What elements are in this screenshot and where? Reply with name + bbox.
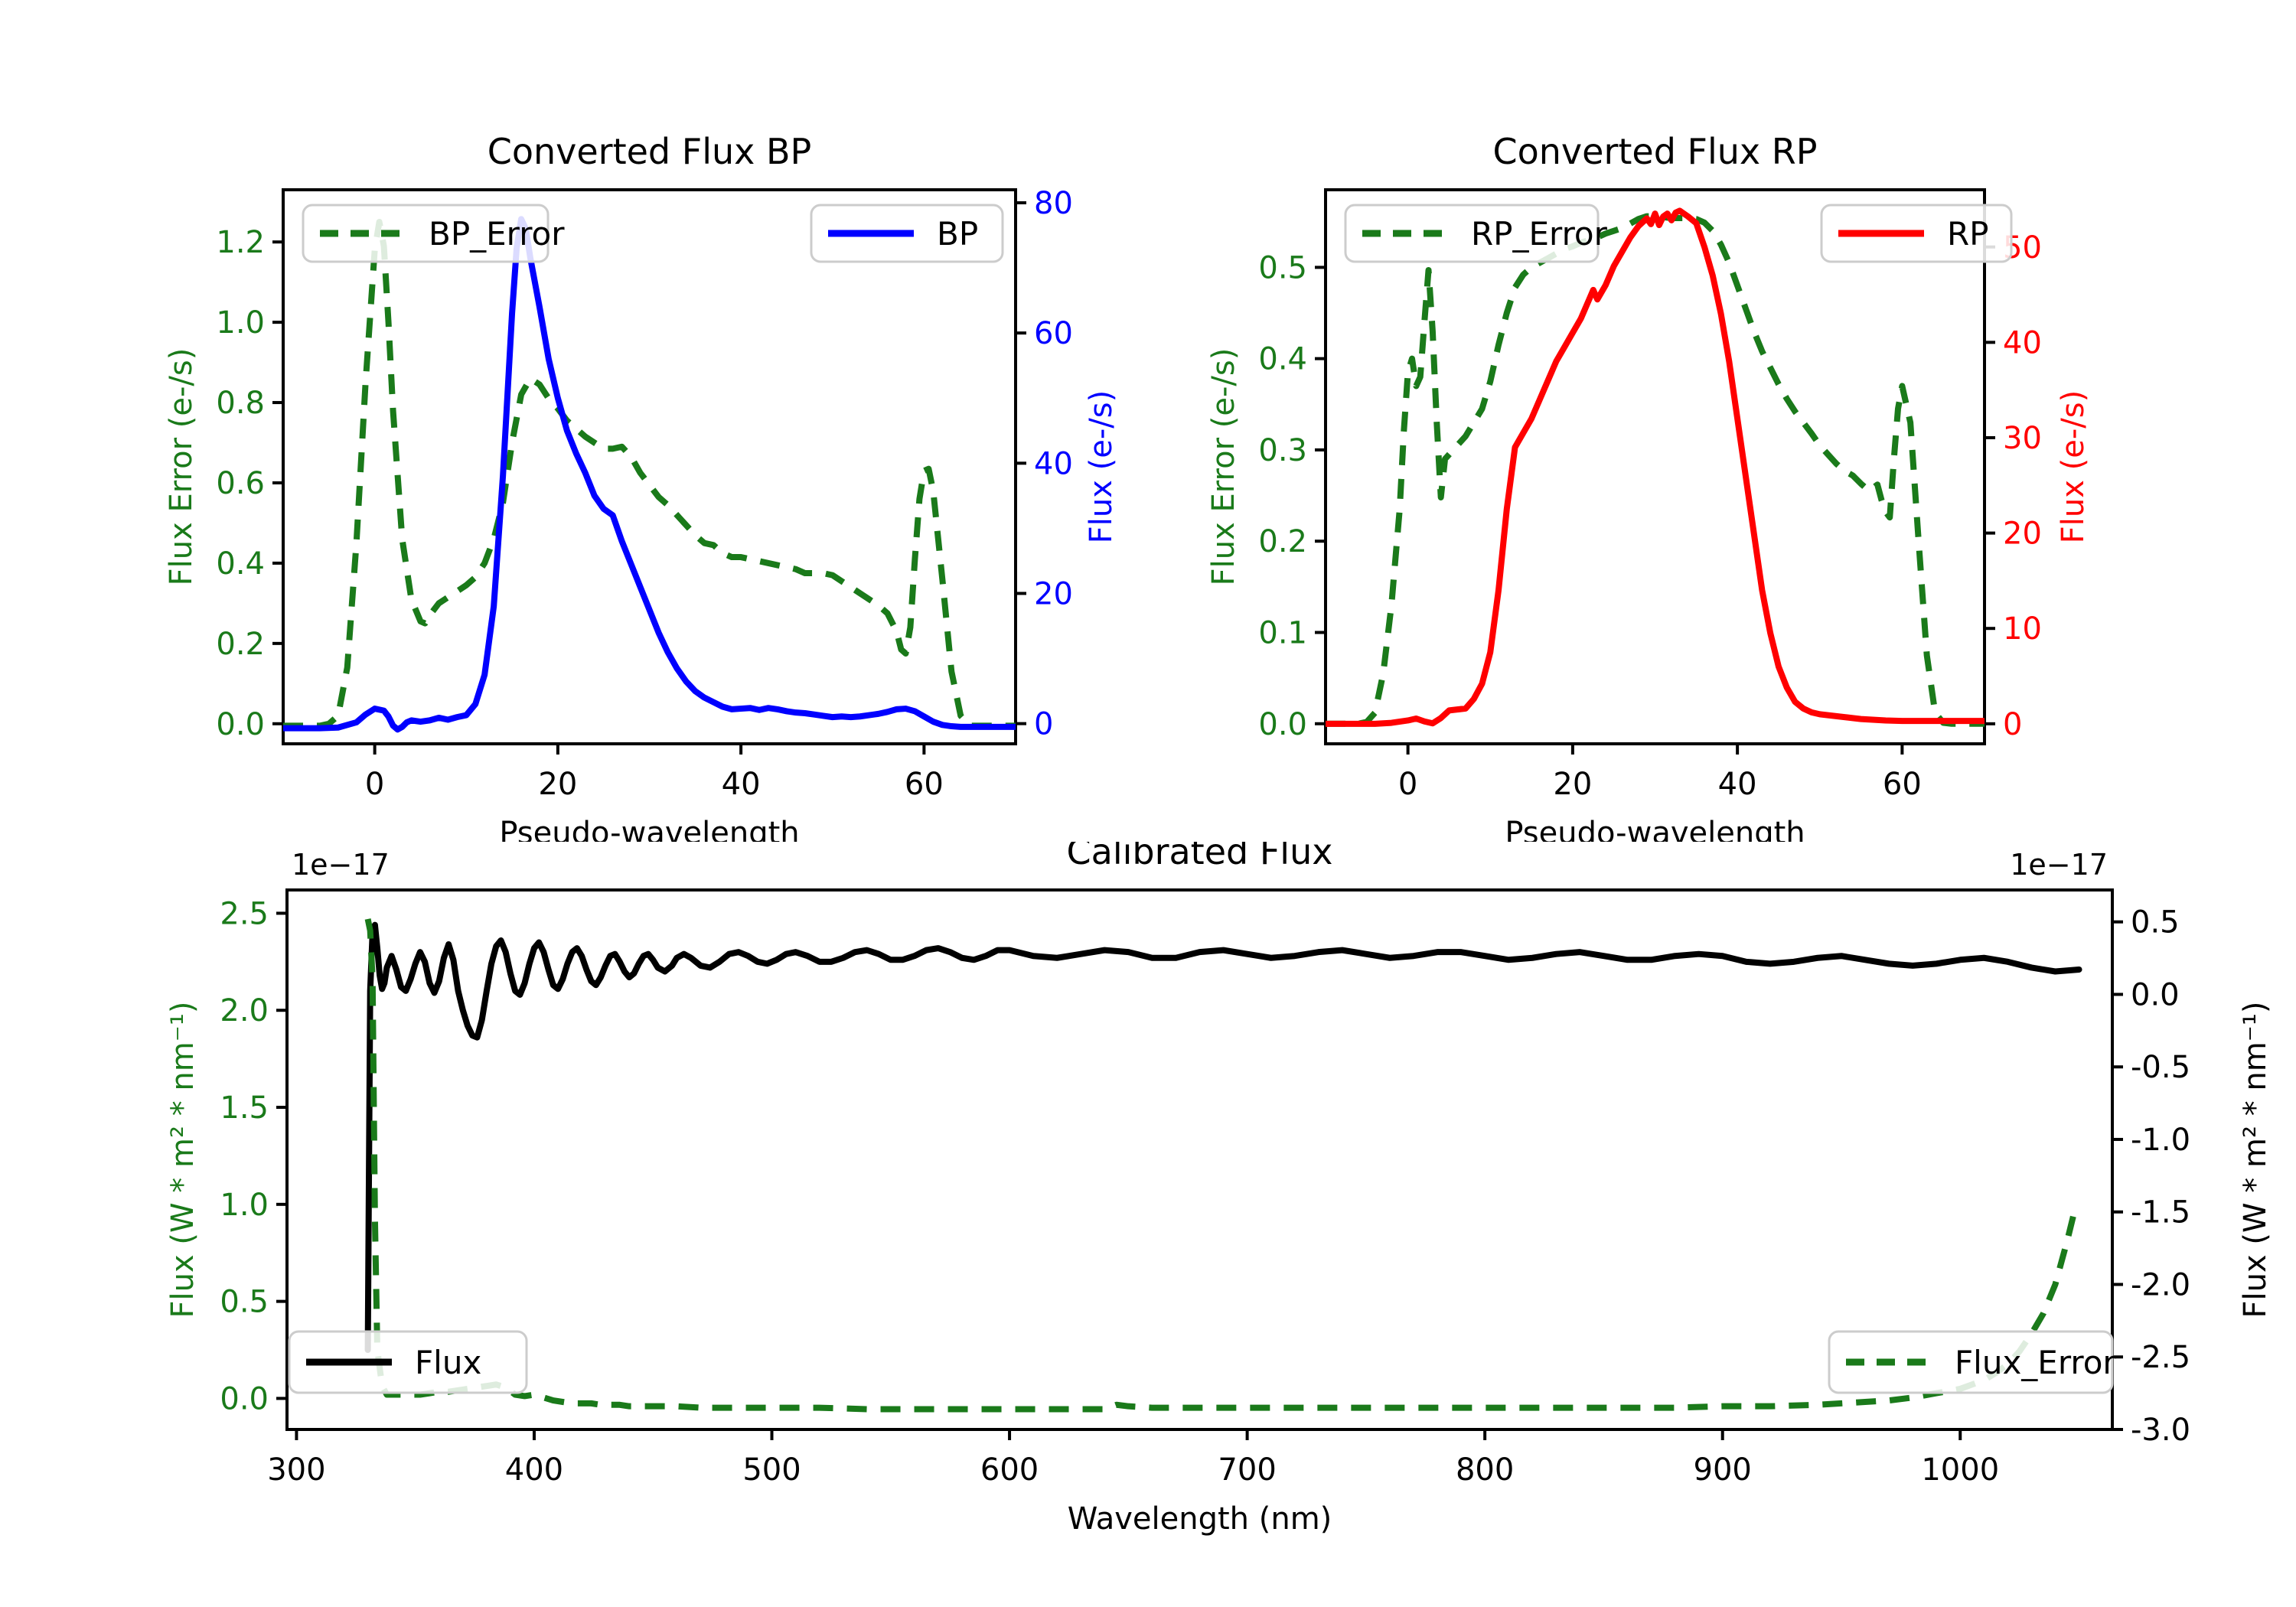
x-tick-label: 20 — [1553, 767, 1592, 802]
y-tick-label: 0.2 — [216, 627, 265, 662]
y-tick-label: 0.5 — [1258, 250, 1307, 285]
x-tick-label: 0 — [1398, 767, 1417, 802]
y-right-tick-label: -1.5 — [2131, 1195, 2190, 1231]
y-tick-label: 0.6 — [216, 466, 265, 501]
chart-converted-flux-bp: Converted Flux BP 0 20 40 60 Pseudo-wavelengt… — [164, 131, 1119, 842]
axes-frame — [1324, 188, 1986, 745]
chart-title: Converted Flux BP — [488, 131, 812, 172]
y-right-tick-label: 20 — [2003, 517, 2042, 552]
y-tick-label: 2.5 — [220, 896, 269, 931]
x-tick-label: 300 — [267, 1452, 325, 1488]
y-right-tick-label: -0.5 — [2131, 1050, 2190, 1085]
y-right-tick-label: 80 — [1034, 186, 1073, 221]
y-right-tick-label: 0 — [1034, 707, 1053, 742]
legend-box — [302, 204, 550, 263]
axes-frame — [285, 888, 2114, 1431]
x-tick-label: 60 — [1883, 767, 1922, 802]
x-axis-label: Wavelength (nm) — [1068, 1501, 1332, 1537]
y-right-tick-label: 0.0 — [2131, 977, 2180, 1012]
x-tick-label: 500 — [742, 1452, 801, 1488]
x-tick-label: 900 — [1694, 1452, 1752, 1488]
legend-box — [1344, 204, 1600, 263]
legend-rp_error[interactable]: RP_Error — [1344, 204, 1608, 263]
series-rp — [1326, 207, 1985, 727]
y-tick-label: 1.2 — [216, 225, 265, 260]
y-right-tick-label: 40 — [1034, 446, 1073, 481]
y-axis-right-label: Flux (e-/s) — [2056, 390, 2091, 543]
x-tick-label: 40 — [1718, 767, 1757, 802]
y-right-tick-label: 60 — [1034, 316, 1073, 351]
x-tick-label: 700 — [1218, 1452, 1276, 1488]
y-right-tick-label: -2.0 — [2131, 1267, 2190, 1302]
y-axis-label: Flux Error (e-/s) — [1206, 348, 1241, 586]
legend-box — [1828, 1330, 2114, 1394]
series-rp-error — [1326, 213, 1985, 727]
legend-flux_error[interactable]: Flux_Error — [1828, 1330, 2116, 1394]
x-tick-label: 400 — [505, 1452, 563, 1488]
series-bp — [283, 216, 1016, 733]
x-axis-label: Pseudo-wavelength — [1505, 816, 1805, 842]
y-tick-label: 2.0 — [220, 993, 269, 1028]
x-tick-label: 40 — [722, 767, 761, 802]
y-tick-label: 0.8 — [216, 386, 265, 421]
legend-label: RP — [1947, 215, 1989, 253]
x-axis-label: Pseudo-wavelength — [499, 816, 799, 842]
x-tick-label: 60 — [905, 767, 944, 802]
y-tick-label: 1.5 — [220, 1090, 269, 1126]
legend-rp[interactable]: RP — [1820, 204, 2013, 263]
y-right-tick-label: -3.0 — [2131, 1413, 2190, 1448]
y-axis-right-label: Flux (e-/s) — [1084, 390, 1119, 543]
y-axis-right-label: Flux (W * m² * nm⁻¹) — [2238, 1002, 2273, 1319]
chart-title: Calibrated Flux — [1067, 842, 1333, 872]
series-flux — [364, 921, 2082, 1354]
y-axis-right-offset-text: 1e−17 — [2010, 848, 2108, 882]
legend-label: BP_Error — [429, 215, 565, 253]
legend-bp[interactable]: BP — [810, 204, 1004, 263]
x-tick-label: 1000 — [1921, 1452, 1999, 1488]
y-tick-label: 1.0 — [216, 305, 265, 341]
y-right-tick-label: 20 — [1034, 576, 1073, 611]
chart-converted-flux-rp: Converted Flux RP 0 20 40 60 Pseudo-wavelengt… — [1206, 131, 2091, 842]
legend-label: RP_Error — [1471, 215, 1608, 253]
y-tick-label: 0.0 — [1258, 707, 1307, 742]
legend-box — [288, 1330, 528, 1394]
legend-flux[interactable]: Flux — [288, 1330, 528, 1394]
y-right-tick-label: 10 — [2003, 611, 2042, 647]
y-tick-label: 1.0 — [220, 1188, 269, 1223]
y-axis-offset-text: 1e−17 — [292, 848, 390, 882]
y-right-tick-label: -1.0 — [2131, 1123, 2190, 1158]
y-tick-label: 0.2 — [1258, 524, 1307, 559]
legend-bp_error[interactable]: BP_Error — [302, 204, 565, 263]
y-tick-label: 0.4 — [1258, 342, 1307, 377]
y-right-tick-label: 0 — [2003, 707, 2022, 742]
y-tick-label: 0.5 — [220, 1285, 269, 1320]
y-tick-label: 0.1 — [1258, 615, 1307, 650]
y-tick-label: 0.3 — [1258, 433, 1307, 468]
y-right-tick-label: -2.5 — [2131, 1340, 2190, 1375]
chart-calibrated-flux: Calibrated Flux 1e−17 1e−17 300 400 500 600 700… — [165, 842, 2273, 1537]
x-tick-label: 600 — [980, 1452, 1039, 1488]
series-flux-error — [364, 918, 2078, 1413]
axes-frame — [282, 188, 1017, 745]
series-bp-error — [283, 218, 1016, 729]
y-axis-label: Flux (W * m² * nm⁻¹) — [165, 1002, 201, 1319]
y-tick-label: 0.0 — [220, 1381, 269, 1416]
y-right-tick-label: 40 — [2003, 325, 2042, 360]
legend-label: BP — [937, 215, 978, 253]
x-tick-label: 20 — [538, 767, 577, 802]
y-axis-label: Flux Error (e-/s) — [164, 348, 199, 586]
y-right-tick-label: 30 — [2003, 421, 2042, 456]
y-tick-label: 0.0 — [216, 707, 265, 742]
y-tick-label: 0.4 — [216, 546, 265, 582]
y-right-tick-label: 0.5 — [2131, 905, 2180, 940]
x-tick-label: 0 — [365, 767, 384, 802]
legend-label: Flux — [415, 1344, 481, 1381]
legend-label: Flux_Error — [1955, 1344, 2116, 1381]
x-tick-label: 800 — [1456, 1452, 1514, 1488]
chart-title: Converted Flux RP — [1493, 131, 1818, 172]
